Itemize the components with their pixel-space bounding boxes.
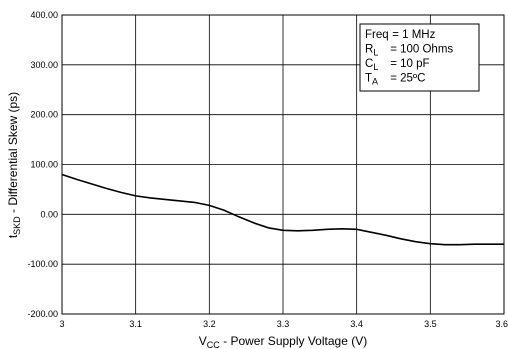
- series-line: [61, 173, 504, 246]
- legend-entry: Freq = 1 MHz: [365, 29, 436, 41]
- legend-entry: TA = 25ºC: [365, 73, 425, 87]
- x-tick-label: 3.4: [350, 319, 363, 329]
- y-tick-labels: 400.00 300.00 200.00 100.00 0.00 -100.00 -200.…: [27, 10, 58, 319]
- x-tick-label: 3: [59, 319, 64, 329]
- x-tick-label: 3.1: [129, 319, 142, 329]
- x-tick-label: 3.5: [424, 319, 437, 329]
- x-tick-label: 3.2: [203, 319, 216, 329]
- x-axis-title: VCC - Power Supply Voltage (V): [199, 334, 367, 349]
- x-tick-label: 3.6: [495, 319, 508, 329]
- y-tick-label: -100.00: [27, 259, 58, 269]
- y-tick-label: 200.00: [30, 110, 58, 120]
- y-tick-label: 300.00: [30, 60, 58, 70]
- legend-entry: CL = 10 pF: [365, 58, 430, 72]
- y-tick-label: -200.00: [27, 309, 58, 319]
- x-tick-labels: 3 3.1 3.2 3.3 3.4 3.5 3.6: [59, 319, 508, 329]
- y-tick-label: 0.00: [40, 209, 58, 219]
- grid-lines: [62, 15, 504, 314]
- x-tick-label: 3.3: [277, 319, 290, 329]
- y-tick-label: 400.00: [30, 10, 58, 20]
- legend-entry: RL = 100 Ohms: [365, 44, 453, 58]
- y-tick-label: 100.00: [30, 160, 58, 170]
- y-axis-title: tSKD - Differential Skew (ps): [6, 92, 22, 238]
- legend-frame: [359, 23, 480, 92]
- plot-frame: [61, 14, 505, 315]
